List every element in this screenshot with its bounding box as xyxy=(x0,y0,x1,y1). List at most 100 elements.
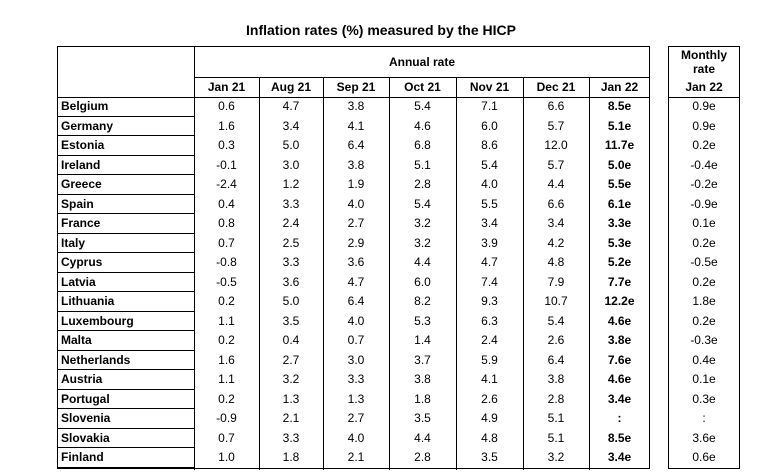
annual-table: Annual rate Jan 21 Aug 21 Sep 21 Oct 21 Nov 2… xyxy=(57,46,650,470)
value: 3.8 xyxy=(347,157,365,172)
value: 2.4 xyxy=(481,333,498,347)
column-header: Oct 21 xyxy=(404,79,441,94)
value: 1.4 xyxy=(414,333,431,347)
value: 3.5 xyxy=(481,450,498,464)
value: 4.0 xyxy=(347,313,365,328)
value: 2.6 xyxy=(547,333,565,347)
column-header: Sep 21 xyxy=(336,79,376,94)
column-header: Jan 22 xyxy=(600,79,639,94)
country: Spain xyxy=(58,195,194,214)
value: 0.2 xyxy=(218,333,235,347)
value: 11.7e xyxy=(604,138,635,152)
value: 8.5e xyxy=(607,99,632,113)
value: 4.0 xyxy=(347,196,365,211)
value: 5.4 xyxy=(481,157,498,172)
value: 5.0 xyxy=(282,294,300,308)
monthly-value: 3.6e xyxy=(692,430,716,445)
value: 6.8 xyxy=(414,138,431,152)
value: 3.4e xyxy=(607,391,632,406)
value: 6.4 xyxy=(347,294,365,308)
value: 10.7 xyxy=(544,294,568,308)
monthly-value: 0.3e xyxy=(692,391,716,406)
value: 2.7 xyxy=(282,352,300,367)
column-header: Aug 21 xyxy=(270,79,311,94)
value: 5.4 xyxy=(414,99,431,113)
country: Latvia xyxy=(58,273,194,292)
value: 3.5 xyxy=(282,313,300,328)
monthly-value: 0.4e xyxy=(692,352,716,367)
value: 3.8e xyxy=(607,333,632,347)
monthly-column: Jan 22 xyxy=(685,79,723,94)
value: 7.6e xyxy=(607,352,632,367)
country: Italy xyxy=(58,234,194,253)
column-header: Nov 21 xyxy=(469,79,510,94)
value: -0.5 xyxy=(216,274,237,289)
value: 2.8 xyxy=(414,450,431,464)
value: 3.0 xyxy=(282,157,300,172)
value: 2.8 xyxy=(414,177,431,191)
value: 3.8 xyxy=(414,372,431,386)
value: 0.7 xyxy=(218,235,235,250)
monthly-value: -0.2e xyxy=(690,177,718,191)
value: 6.0 xyxy=(481,118,498,133)
value: 2.1 xyxy=(347,450,365,464)
value: 1.6 xyxy=(218,352,235,367)
value: 3.2 xyxy=(547,450,565,464)
value: 5.3 xyxy=(414,313,431,328)
value: 6.4 xyxy=(547,352,565,367)
value: 4.0 xyxy=(347,430,365,445)
value: 3.3e xyxy=(607,216,632,230)
value: 1.9 xyxy=(347,177,365,191)
value: 2.9 xyxy=(347,235,365,250)
value: 5.4 xyxy=(547,313,565,328)
value: 12.0 xyxy=(544,138,568,152)
value: -0.8 xyxy=(216,255,237,269)
value: 5.1 xyxy=(547,411,565,425)
value: 3.3 xyxy=(282,430,300,445)
value: 5.1e xyxy=(607,118,632,133)
value: 3.2 xyxy=(414,235,431,250)
value: 3.8 xyxy=(347,99,365,113)
country: Malta xyxy=(58,331,194,351)
value: -0.1 xyxy=(216,157,237,172)
value: 3.2 xyxy=(414,216,431,230)
country: Portugal xyxy=(58,390,194,409)
value: 0.7 xyxy=(347,333,365,347)
monthly-header: rate xyxy=(692,62,715,76)
value: 5.5 xyxy=(481,196,498,211)
value: 1.8 xyxy=(414,391,431,406)
rule xyxy=(456,77,457,470)
monthly-value: 0.2e xyxy=(692,138,716,152)
value: 5.1 xyxy=(414,157,431,172)
country: Lithuania xyxy=(58,292,194,312)
value: 1.1 xyxy=(218,372,235,386)
value: 4.6 xyxy=(414,118,431,133)
value: 9.3 xyxy=(481,294,498,308)
value: 6.0 xyxy=(414,274,431,289)
value: 5.9 xyxy=(481,352,498,367)
value: 8.2 xyxy=(414,294,431,308)
value: 0.8 xyxy=(218,216,235,230)
value: 1.8 xyxy=(282,450,300,464)
value: 0.6 xyxy=(218,99,235,113)
country: Slovakia xyxy=(58,429,194,448)
rule xyxy=(194,47,195,470)
value: 0.2 xyxy=(218,391,235,406)
rule xyxy=(669,97,739,98)
value: 5.7 xyxy=(547,157,565,172)
monthly-value: -0.9e xyxy=(690,196,718,211)
country: France xyxy=(58,214,194,234)
column-header: Jan 21 xyxy=(207,79,246,94)
value: 5.5e xyxy=(607,177,632,191)
value: 6.6 xyxy=(547,99,565,113)
monthly-value: 0.1e xyxy=(692,372,716,386)
value: 4.1 xyxy=(481,372,498,386)
country: Cyprus xyxy=(58,253,194,273)
group-header: Annual rate xyxy=(388,55,455,69)
value: -2.4 xyxy=(216,177,237,191)
value: 7.9 xyxy=(547,274,565,289)
value: 7.7e xyxy=(607,274,632,289)
value: 1.3 xyxy=(347,391,365,406)
value: 2.8 xyxy=(547,391,565,406)
